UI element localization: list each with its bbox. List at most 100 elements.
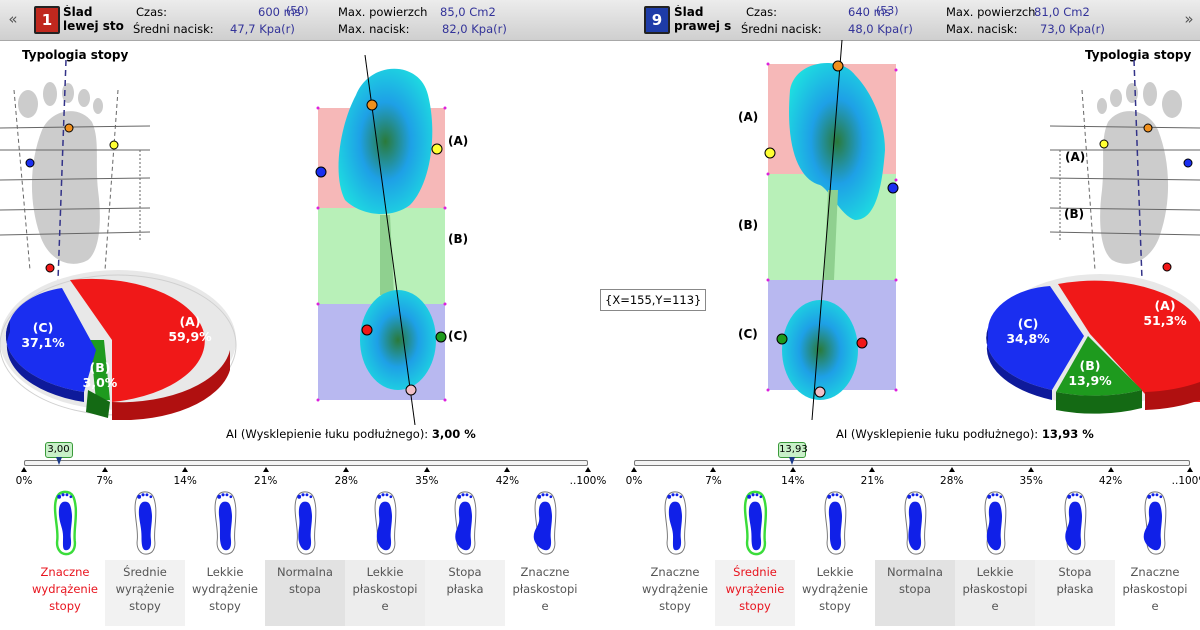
foot-type-label-line: wydrążenie (192, 582, 258, 596)
right-nacisk-value: 48,0 Kpa(r) (848, 22, 913, 36)
left-foot-type-5[interactable]: Stopa płaska (425, 480, 505, 626)
left-scale-tick (343, 467, 350, 472)
foot-type-label-line: stopa (289, 582, 321, 596)
foot-type-label: Lekkie płaskostopi e (347, 564, 423, 615)
right-foot-type-5[interactable]: Stopa płaska (1035, 480, 1115, 626)
right-foot-type-3[interactable]: Normalna stopa (875, 480, 955, 626)
foot-type-label-line: płaskostopi (1122, 582, 1188, 596)
foot-type-label-line: Znaczne (40, 565, 90, 579)
left-zone-a-label: (A) (448, 134, 469, 148)
right-arch-scale: 13,93 0% 7% 14% 21% 28% 35% 42% ..100% (626, 442, 1200, 487)
foot-type-icon (664, 491, 687, 555)
left-ai-label: AI (Wysklepienie łuku podłużnego): (226, 427, 429, 441)
right-maxnac-value: 73,0 Kpa(r) (1040, 22, 1105, 36)
right-pie-a-label: (A) (1154, 298, 1176, 313)
foot-type-label: Znaczne wydrążenie stopy (27, 564, 103, 615)
foot-type-label-line: stopy (129, 599, 161, 613)
left-title-line1: Ślad (63, 5, 93, 19)
foot-type-label-line: Stopa (1058, 565, 1092, 579)
left-scale-tick (101, 467, 108, 472)
left-czas-value: 600 ms (258, 5, 301, 19)
right-step-badge: 9 (644, 6, 670, 34)
foot-type-background (505, 560, 585, 626)
foot-type-icon (533, 491, 557, 555)
left-scale-tick (504, 467, 511, 472)
right-maxnac-label: Max. nacisk: (946, 22, 1018, 36)
foot-type-label-line: e (991, 599, 999, 613)
foot-type-label-line: płaska (446, 582, 484, 596)
foot-type-icon (1064, 491, 1087, 555)
left-pressure-map (315, 55, 447, 425)
left-foot-type-0[interactable]: Znaczne wydrążenie stopy (25, 480, 105, 626)
left-foot-type-1[interactable]: Średnie wyrążenie stopy (105, 480, 185, 626)
right-maxpow-label: Max. powierzch (946, 5, 1036, 19)
right-title-line1: Ślad (674, 5, 704, 19)
left-title-line2: lewej sto (63, 19, 124, 33)
foot-type-icon (984, 491, 1007, 555)
right-scale-tick-label: 28% (940, 475, 964, 487)
foot-type-label: Lekkie wydrążenie stopy (797, 564, 873, 615)
left-scale-tick-label: 14% (173, 475, 197, 487)
right-scale-marker[interactable]: 13,93 (778, 442, 808, 465)
right-title: Ślad prawej s (674, 5, 740, 33)
left-scale-tick-label: 42% (495, 475, 520, 487)
foot-type-label-line: stopy (739, 599, 771, 613)
foot-type-label-line: e (1151, 599, 1159, 613)
right-pie-chart (986, 274, 1200, 414)
right-foot-type-0[interactable]: Znaczne wydrążenie stopy (635, 480, 715, 626)
left-zone-c-label: (C) (448, 329, 468, 343)
right-pie-b-value: 13,9% (1068, 373, 1112, 388)
left-foot-type-6[interactable]: Znaczne płaskostopi e (505, 480, 585, 626)
left-arch-scale: 3,00 0% 7% 14% 21% 28% 35% 42% ..100% (16, 442, 606, 487)
left-nacisk-label: Średni nacisk: (133, 22, 214, 36)
foot-type-label-line: Średnie (733, 565, 777, 579)
right-sketch-label-a: (A) (1065, 150, 1086, 164)
foot-type-background (635, 560, 715, 626)
left-foot-type-4[interactable]: Lekkie płaskostopi e (345, 480, 425, 626)
left-ai-value: 3,00 % (431, 427, 476, 441)
left-pie-a-label: (A) (179, 314, 201, 329)
left-title: Ślad lewej sto (63, 5, 133, 33)
left-scale-tick-label: 35% (415, 475, 439, 487)
foot-type-label: Znaczne wydrążenie stopy (637, 564, 713, 615)
right-scale-tick-label: 42% (1098, 475, 1123, 487)
right-foot-type-6[interactable]: Znaczne płaskostopi e (1115, 480, 1195, 626)
foot-type-label-line: Znaczne (1130, 565, 1180, 579)
left-foot-type-2[interactable]: Lekkie wydrążenie stopy (185, 480, 265, 626)
right-pie-c-value: 34,8% (1006, 331, 1050, 346)
foot-type-label-line: płaskostopi (512, 582, 578, 596)
expand-chevron-icon[interactable]: » (1184, 10, 1194, 28)
left-czas-count: (50) (286, 4, 309, 17)
foot-type-icon (743, 490, 768, 556)
foot-type-label: Średnie wyrążenie stopy (717, 564, 793, 615)
left-scale-marker[interactable]: 3,00 (44, 442, 73, 465)
right-scale-tick-label: 7% (705, 475, 722, 487)
foot-type-background (1035, 560, 1115, 626)
right-czas-count: (53) (876, 4, 899, 17)
left-scale-tick (182, 467, 189, 472)
left-scale-tick-label: 7% (96, 475, 113, 487)
foot-type-icon (134, 491, 157, 555)
foot-type-icon (214, 491, 237, 555)
left-foot-type-3[interactable]: Normalna stopa (265, 480, 345, 626)
foot-type-label: Znaczne płaskostopi e (507, 564, 583, 615)
foot-type-background (955, 560, 1035, 626)
left-scale-tick-label: 21% (254, 475, 278, 487)
right-scale-tick (1187, 467, 1193, 472)
right-scale-tick (789, 467, 796, 472)
right-foot-type-1[interactable]: Średnie wyrążenie stopy (715, 480, 795, 626)
left-scale-tick (585, 467, 591, 472)
left-maxnac-value: 82,0 Kpa(r) (442, 22, 507, 36)
collapse-chevron-icon[interactable]: « (8, 10, 18, 28)
right-pie-b-label: (B) (1079, 358, 1101, 373)
foot-type-label-line: Lekkie (366, 565, 404, 579)
right-pie-c-label: (C) (1017, 316, 1039, 331)
foot-type-label-line: Stopa (448, 565, 482, 579)
left-pie-b-label: (B) (89, 360, 111, 375)
right-foot-type-4[interactable]: Lekkie płaskostopi e (955, 480, 1035, 626)
foot-type-background (795, 560, 875, 626)
right-maxpow-value: 81,0 Cm2 (1034, 5, 1090, 19)
left-typology-title: Typologia stopy (22, 48, 129, 62)
right-foot-type-2[interactable]: Lekkie wydrążenie stopy (795, 480, 875, 626)
foot-type-label: Znaczne płaskostopi e (1117, 564, 1193, 615)
